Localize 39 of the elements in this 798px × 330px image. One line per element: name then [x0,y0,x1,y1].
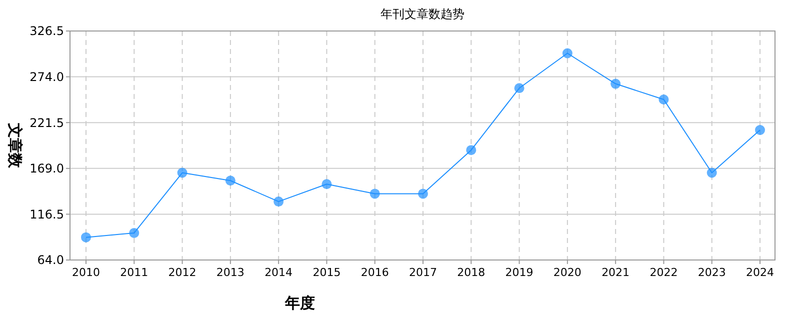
x-tick-label: 2022 [650,266,678,279]
x-tick-label: 2011 [120,266,148,279]
point [129,228,140,238]
point [562,48,572,58]
point [177,168,188,178]
y-tick-label: 274.0 [30,70,64,84]
x-tick-label: 2017 [409,266,437,279]
point [610,78,621,89]
point [755,125,765,136]
point [370,188,380,199]
y-axis-title: 文章数 [6,122,24,169]
x-tick-label: 2016 [360,266,389,279]
x-tick-label: 2010 [72,266,100,279]
point [225,176,236,186]
x-tick-label: 2019 [505,266,534,279]
point [514,83,524,94]
point [418,188,428,199]
point [466,145,476,156]
y-tick-label: 326.5 [30,24,64,38]
x-tick-label: 2013 [216,266,244,279]
x-tick-label: 2024 [746,266,774,279]
y-tick-label: 169.0 [30,162,64,176]
point [322,179,332,190]
y-tick-label: 64.0 [37,253,64,268]
point [706,168,717,178]
x-tick-label: 2014 [264,266,293,279]
x-tick-label: 2020 [553,266,582,279]
point [274,196,284,207]
y-tick-label: 221.5 [30,116,64,130]
point [81,232,91,242]
x-tick-label: 2018 [457,266,486,279]
x-tick-label: 2021 [602,266,630,279]
point [658,94,669,104]
x-axis-title: 年度 [284,294,315,312]
x-tick-label: 2015 [312,266,341,279]
chart-title: 年刊文章数趋势 [380,7,464,21]
y-tick-label: 116.5 [30,207,64,222]
x-tick-label: 2023 [698,266,726,279]
x-tick-label: 2012 [168,266,196,279]
